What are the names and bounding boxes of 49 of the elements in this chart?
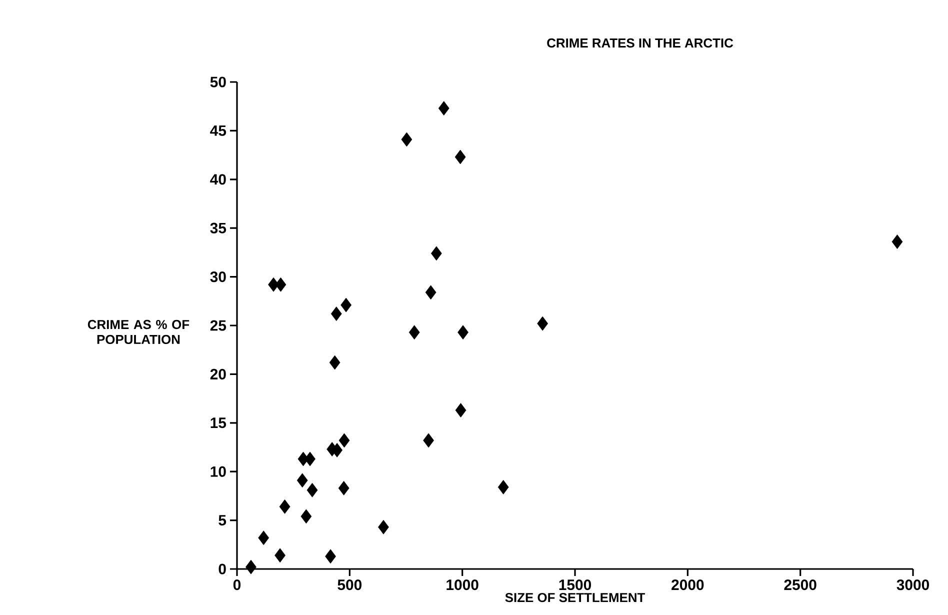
point <box>537 316 548 331</box>
y-tick-label: 30 <box>210 271 226 282</box>
x-axis-title: SIZE OF SETTLEMENT <box>505 592 646 602</box>
point <box>438 101 450 116</box>
point <box>454 150 466 164</box>
y-tick-label: 20 <box>210 368 226 380</box>
x-tick-label: 500 <box>338 580 362 590</box>
point <box>246 560 256 574</box>
y-tick-label: 35 <box>210 222 226 234</box>
point <box>279 499 290 514</box>
y-axis-title: CRIME AS % OF POPULATION <box>88 320 190 344</box>
point <box>430 246 442 261</box>
x-tick-label: 1000 <box>446 580 478 590</box>
point <box>455 403 466 418</box>
point <box>258 530 270 546</box>
point <box>275 277 286 292</box>
x-tick-label: 2000 <box>672 580 704 590</box>
y-tick-label: 25 <box>210 320 226 331</box>
point <box>338 480 350 496</box>
point <box>423 433 434 448</box>
point <box>425 285 436 300</box>
point <box>458 325 468 340</box>
y-tick-label: 40 <box>210 174 226 185</box>
point <box>408 325 420 340</box>
x-tick-label: 3000 <box>896 580 929 590</box>
point <box>329 355 340 370</box>
point <box>300 509 312 524</box>
chart-title: CRIME RATES IN THE ARCTIC <box>547 38 734 48</box>
y-tick-label: 15 <box>210 418 226 428</box>
point <box>306 482 318 498</box>
y-tick-label: 0 <box>218 564 226 574</box>
x-tick-label: 2500 <box>784 580 816 590</box>
point <box>401 132 412 147</box>
point <box>338 433 350 448</box>
y-tick-label: 45 <box>210 125 226 136</box>
point <box>498 480 509 494</box>
point <box>274 548 286 563</box>
x-tick-label: 1500 <box>559 580 591 590</box>
point <box>378 520 389 534</box>
y-tick-label: 50 <box>210 76 226 88</box>
y-tick-label: 10 <box>210 466 226 477</box>
point <box>296 473 308 488</box>
x-tick-label: 0 <box>233 580 241 590</box>
point <box>340 298 352 312</box>
point <box>330 306 342 322</box>
point <box>892 234 903 249</box>
y-tick-label: 5 <box>218 515 226 526</box>
point <box>304 452 316 466</box>
point <box>325 549 336 564</box>
